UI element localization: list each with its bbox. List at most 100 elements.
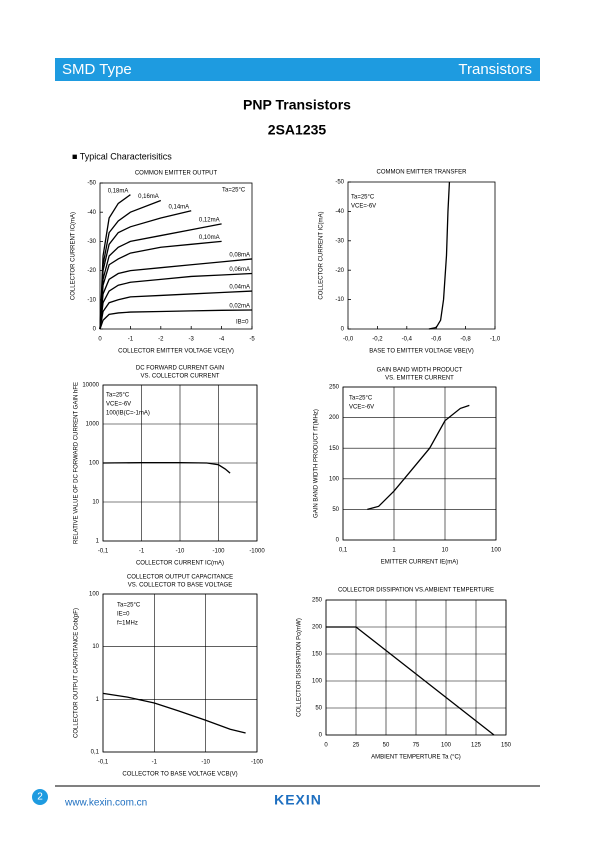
annotation: VCE=-6V (351, 204, 376, 210)
x-tick-label: 0,1 (339, 548, 348, 554)
x-tick-label: 150 (501, 743, 512, 749)
x-tick-label: 0 (98, 337, 102, 343)
y-tick-label: 100 (89, 592, 100, 598)
data-line (99, 210, 192, 330)
annotation: VCE=-6V (106, 402, 131, 408)
annotation: f=1MHz (117, 621, 138, 627)
series-label: 0,10mA (199, 235, 220, 241)
data-line (99, 223, 222, 330)
y-tick-label: -50 (87, 181, 96, 187)
x-axis-label: COLLECTOR TO BASE VOLTAGE VCB(V) (122, 772, 237, 778)
y-tick-label: -30 (87, 239, 96, 245)
data-line (326, 626, 495, 736)
y-axis-label: RELATIVE VALUE OF DC FORWARD CURRENT GAI… (74, 382, 80, 544)
y-axis-label: COLLECTOR DISSIPATION Pc(mW) (297, 618, 303, 717)
series-label: 0,02mA (229, 304, 250, 310)
plot-frame (102, 593, 258, 753)
x-tick-label: -4 (219, 337, 225, 343)
y-tick-label: 150 (329, 446, 340, 452)
x-axis-label: COLLECTOR EMITTER VOLTAGE VCE(V) (118, 349, 234, 355)
x-tick-label: -1 (152, 760, 158, 766)
y-tick-label: -20 (335, 268, 344, 274)
y-tick-label: 1 (96, 539, 100, 545)
header-left: SMD Type (62, 61, 132, 78)
y-axis-label: COLLECTOR OUTPUT CAPACITANCE Cob(pF) (74, 608, 80, 738)
y-tick-label: 50 (332, 507, 339, 513)
y-tick-label: -50 (335, 180, 344, 186)
x-tick-label: 1 (392, 548, 396, 554)
y-tick-label: 150 (312, 652, 323, 658)
x-tick-label: -1 (139, 549, 145, 555)
y-tick-label: -10 (87, 297, 96, 303)
y-tick-label: 250 (329, 385, 340, 391)
y-tick-label: 0 (341, 327, 345, 333)
x-axis-label: EMITTER CURRENT IE(mA) (381, 560, 459, 566)
annotation: Ta=25°C (117, 603, 141, 609)
data-line (102, 692, 246, 734)
x-tick-label: 50 (383, 743, 390, 749)
y-tick-label: 100 (312, 679, 323, 685)
y-tick-label: -30 (335, 238, 344, 244)
data-line (99, 272, 253, 330)
y-tick-label: 1000 (86, 422, 100, 428)
annotation: 100(IB(C=-1mA) (106, 411, 150, 417)
x-tick-label: -5 (249, 337, 255, 343)
part-number: 2SA1235 (268, 122, 327, 138)
y-tick-label: 10 (92, 644, 99, 650)
series-label: 0,04mA (229, 285, 250, 291)
x-tick-label: -1000 (249, 549, 265, 555)
x-tick-label: 100 (491, 548, 502, 554)
chart-title: GAIN BAND WIDTH PRODUCT (377, 368, 463, 374)
y-tick-label: 250 (312, 598, 323, 604)
chart-subtitle: VS. COLLECTOR CURRENT (141, 374, 220, 380)
x-tick-label: -2 (158, 337, 164, 343)
series-label: 0,12mA (199, 217, 220, 223)
chart-title: COMMON EMITTER TRANSFER (377, 170, 468, 176)
series-label: 0,14mA (169, 204, 190, 210)
data-line (99, 309, 253, 330)
x-tick-label: -100 (251, 760, 264, 766)
x-tick-label: 125 (471, 743, 482, 749)
x-tick-label: -10 (201, 760, 210, 766)
x-tick-label: -0,0 (343, 337, 354, 343)
data-line (99, 290, 253, 330)
x-axis-label: AMBIENT TEMPERTURE Ta (°C) (371, 755, 461, 761)
x-tick-label: 10 (442, 548, 449, 554)
footer-logo: KEXIN (274, 792, 322, 808)
series-label: 0,18mA (108, 188, 129, 194)
x-tick-label: -100 (212, 549, 225, 555)
annotation: Ta=25°C (351, 195, 375, 201)
y-axis-label: COLLECTOR CURRENT IC(mA) (71, 212, 77, 300)
x-tick-label: -0,2 (372, 337, 383, 343)
x-tick-label: 0 (324, 743, 328, 749)
chart-title: DC FORWARD CURRENT GAIN (136, 366, 224, 372)
y-tick-label: -10 (335, 297, 344, 303)
y-tick-label: 100 (329, 476, 340, 482)
y-tick-label: 0 (319, 733, 323, 739)
y-tick-label: 10 (92, 500, 99, 506)
annotation: IB=0 (236, 320, 249, 326)
header-bar (55, 58, 540, 81)
x-tick-label: -1 (128, 337, 134, 343)
y-tick-label: 200 (312, 625, 323, 631)
y-tick-label: 0,1 (91, 750, 100, 756)
annotation: Ta=25°C (349, 396, 373, 402)
y-tick-label: -40 (87, 210, 96, 216)
annotation: Ta=25°C (222, 188, 246, 194)
x-tick-label: -1,0 (490, 337, 501, 343)
x-tick-label: -0,1 (98, 760, 109, 766)
y-axis-label: GAIN BAND WIDTH PRODUCT fT(MHz) (314, 409, 320, 518)
x-tick-label: 75 (413, 743, 420, 749)
data-line (99, 258, 253, 330)
annotation: Ta=25°C (106, 393, 130, 399)
section-title: ■ Typical Characterisitics (72, 151, 172, 161)
y-tick-label: 200 (329, 415, 340, 421)
data-line (102, 462, 231, 474)
chart-subtitle: VS. EMITTER CURRENT (385, 376, 454, 382)
x-tick-label: -0,1 (98, 549, 109, 555)
series-label: 0,08mA (229, 252, 250, 258)
footer-url[interactable]: www.kexin.com.cn (64, 798, 147, 809)
y-tick-label: 0 (93, 327, 97, 333)
x-tick-label: -0,6 (431, 337, 442, 343)
